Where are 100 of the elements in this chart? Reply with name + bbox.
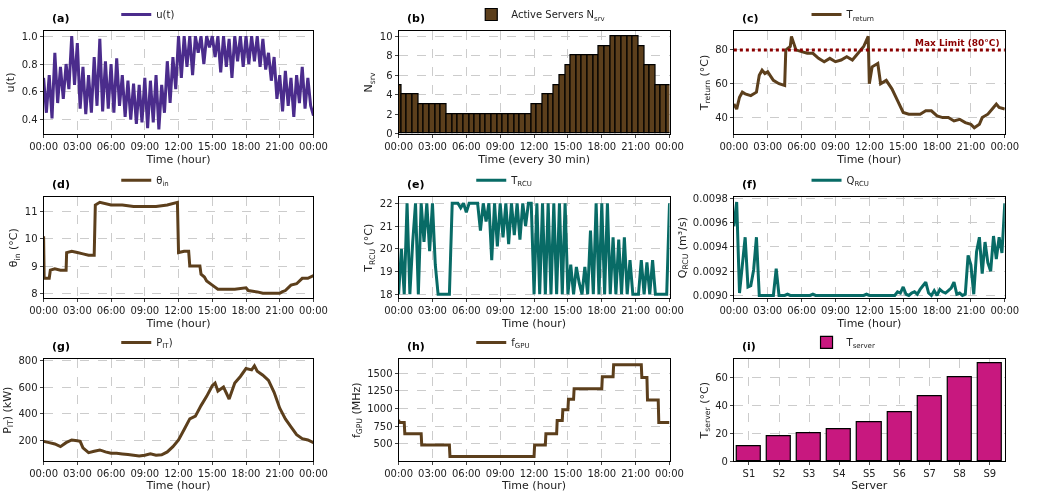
x-tick-label: 06:00 [96,468,126,480]
y-tick-label: 9 [31,260,38,272]
x-tick-label: 09:00 [485,468,515,480]
x-tick-label: 00:00 [29,468,59,480]
y-tick-label: 1.0 [21,30,38,42]
legend-label: P$_{IT}$) [156,337,173,351]
x-tick-label: 00:00 [384,305,414,317]
x-tick-label: 00:00 [299,140,328,152]
x-tick-label: 00:00 [384,140,414,152]
x-tick-label: 00:00 [990,140,1020,152]
y-tick-label: 10 [379,30,393,42]
x-tick-label: 21:00 [621,140,651,152]
y-tick-label: 8 [386,50,393,62]
x-tick-label: 18:00 [587,140,617,152]
x-tick-label: 03:00 [418,140,447,152]
x-tick-label: S2 [772,468,786,480]
x-tick-label: 09:00 [130,305,160,317]
y-tick-label: 80 [715,44,728,56]
y-tick-label: 800 [18,355,38,367]
x-tick-label: 12:00 [519,305,549,317]
y-tick-label: 0.0094 [692,241,728,253]
x-tick-label: 03:00 [418,468,447,480]
x-tick-label: 15:00 [197,140,227,152]
x-tick-label: 12:00 [519,468,549,480]
x-tick-label: 06:00 [787,305,817,317]
x-tick-label: S1 [742,468,756,480]
x-tick-label: 06:00 [787,140,817,152]
chart-title: (g) [52,340,70,353]
legend-label: Q$_{RCU}$ [846,175,869,189]
y-tick-label: 18 [379,288,393,300]
x-tick-label: 00:00 [655,468,684,480]
x-tick-label: 00:00 [29,305,59,317]
y-tick-label: 0.0098 [692,192,728,204]
chart-title: (b) [407,12,425,25]
x-tick-label: 00:00 [655,305,684,317]
x-tick-label: 21:00 [265,140,295,152]
legend-label: T$_{return}$ [845,9,875,23]
x-tick-label: 18:00 [587,468,617,480]
x-tick-label: S7 [923,468,936,480]
x-axis-title: Time (hour) [145,317,211,331]
legend-label: θ$_{in}$ [156,175,169,189]
y-tick-label: 40 [715,399,728,411]
y-tick-label: 0.4 [21,114,38,126]
legend-label: T$_{RCU}$ [510,175,532,189]
x-tick-label: 00:00 [299,305,328,317]
x-tick-label: 03:00 [418,305,447,317]
chart-title: (d) [52,178,70,191]
x-tick-label: 12:00 [519,140,549,152]
y-tick-label: 40 [715,112,728,124]
x-tick-label: 09:00 [485,305,515,317]
chart-title: (e) [407,178,425,191]
chart-title: (a) [52,12,70,25]
x-tick-label: 12:00 [164,305,193,317]
x-tick-label: 06:00 [96,305,126,317]
y-tick-label: 21 [379,220,393,232]
y-tick-label: 0.0090 [692,289,728,301]
x-axis-title: Time (hour) [145,152,211,166]
chart-title: (i) [742,340,756,353]
y-tick-label: 1250 [367,385,393,397]
y-tick-label: 60 [715,371,728,383]
x-axis-title: Time (hour) [500,479,567,492]
x-tick-label: 18:00 [231,468,261,480]
x-tick-label: 03:00 [62,305,92,317]
x-tick-label: S6 [893,468,906,480]
x-tick-label: 15:00 [197,468,227,480]
y-tick-label: 8 [31,287,38,299]
x-tick-label: 06:00 [451,140,481,152]
x-tick-label: 03:00 [62,140,92,152]
x-tick-label: 00:00 [299,468,328,480]
x-tick-label: 15:00 [888,140,918,152]
x-tick-label: 03:00 [753,140,783,152]
x-tick-label: S9 [983,468,997,480]
x-tick-label: S8 [953,468,966,480]
x-tick-label: 03:00 [753,305,783,317]
x-tick-label: 00:00 [655,140,684,152]
x-tick-label: 15:00 [888,305,918,317]
x-tick-label: 18:00 [231,305,261,317]
x-tick-label: 21:00 [956,305,986,317]
x-tick-label: 00:00 [29,140,59,152]
x-tick-label: 09:00 [485,140,515,152]
y-tick-label: 0.0096 [692,217,728,229]
y-tick-label: 0.6 [21,86,38,98]
x-tick-label: 21:00 [621,468,651,480]
legend-label: f$_{GPU}$ [511,337,530,351]
chart-title: (f) [742,178,757,191]
y-axis-title: u(t) [4,72,18,93]
x-tick-label: S4 [832,468,846,480]
y-tick-label: 19 [379,266,393,278]
chart-title: (c) [742,12,759,25]
y-tick-label: 2 [386,108,393,120]
y-tick-label: 22 [379,197,393,209]
y-tick-label: 200 [18,434,38,446]
x-tick-label: 15:00 [553,305,583,317]
y-tick-label: 750 [373,420,393,432]
x-tick-label: 06:00 [451,468,481,480]
x-tick-label: 18:00 [922,140,952,152]
legend-label: T$_{server}$ [845,337,875,351]
x-tick-label: 12:00 [854,140,884,152]
x-tick-label: 21:00 [265,305,295,317]
y-tick-label: 600 [18,381,38,393]
